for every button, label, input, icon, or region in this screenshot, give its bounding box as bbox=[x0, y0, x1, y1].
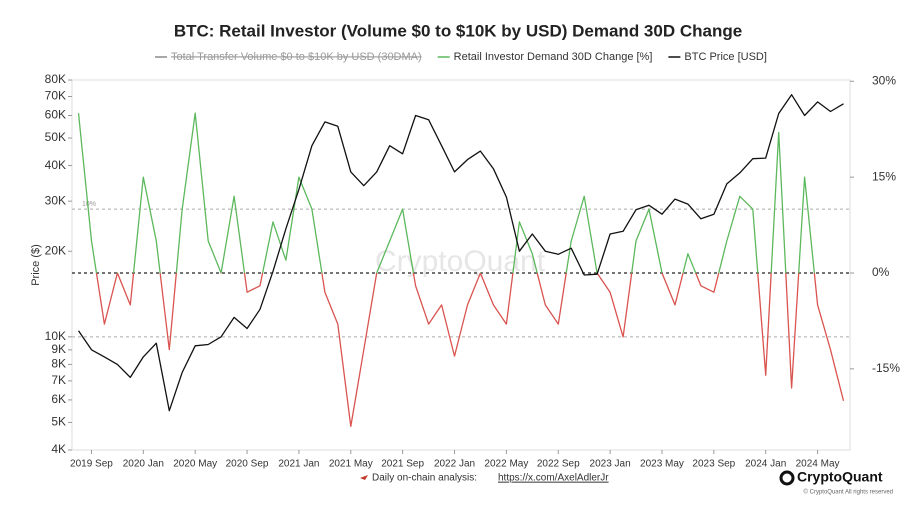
x-tick-label: 2022 Jan bbox=[434, 459, 475, 470]
x-tick-label: 2023 Sep bbox=[692, 459, 735, 470]
x-tick-label: 2020 Sep bbox=[226, 459, 269, 470]
x-tick-label: 2023 May bbox=[640, 459, 684, 470]
x-tick-label: 2021 Jan bbox=[278, 459, 319, 470]
y-tick-label: 8K bbox=[51, 357, 66, 371]
x-tick-label: 2024 May bbox=[796, 459, 840, 470]
y-tick-label: 4K bbox=[51, 442, 66, 456]
reference-label: 10% bbox=[82, 201, 96, 208]
y-tick-label: 30K bbox=[45, 193, 66, 207]
legend-label: BTC Price [USD] bbox=[684, 51, 767, 63]
y2-tick-label: 30% bbox=[872, 73, 896, 87]
y-tick-label: 50K bbox=[45, 130, 66, 144]
y2-tick-label: 15% bbox=[872, 169, 896, 183]
y-tick-label: 9K bbox=[51, 342, 66, 356]
y-tick-label: 20K bbox=[45, 243, 66, 257]
x-tick-label: 2021 Sep bbox=[381, 459, 424, 470]
footer-note: Daily on-chain analysis: bbox=[372, 473, 477, 484]
y-tick-label: 6K bbox=[51, 392, 66, 406]
footer-link[interactable]: https://x.com/AxelAdlerJr bbox=[498, 473, 609, 484]
x-tick-label: 2023 Jan bbox=[590, 459, 631, 470]
x-tick-label: 2021 May bbox=[329, 459, 373, 470]
y-tick-label: 10K bbox=[45, 329, 66, 343]
y2-tick-label: 0% bbox=[872, 265, 890, 279]
chart-title: BTC: Retail Investor (Volume $0 to $10K … bbox=[174, 21, 742, 40]
x-tick-label: 2024 Jan bbox=[745, 459, 786, 470]
copyright: © CryptoQuant All rights reserved bbox=[804, 489, 893, 496]
x-tick-label: 2020 Jan bbox=[123, 459, 164, 470]
x-tick-label: 2019 Sep bbox=[70, 459, 113, 470]
brand: CryptoQuant bbox=[797, 469, 883, 485]
x-tick-label: 2020 May bbox=[173, 459, 217, 470]
y2-tick-label: -15% bbox=[872, 361, 900, 375]
legend-label: Total Transfer Volume $0 to $10K by USD … bbox=[171, 51, 422, 63]
y-tick-label: 7K bbox=[51, 373, 66, 387]
plot-frame bbox=[71, 79, 851, 451]
y-tick-label: 60K bbox=[45, 108, 66, 122]
y-tick-label: 40K bbox=[45, 158, 66, 172]
brand-logo bbox=[779, 470, 795, 486]
y-tick-label: 5K bbox=[51, 415, 66, 429]
y-axis-label: Price ($) bbox=[30, 244, 42, 286]
series-line bbox=[77, 112, 845, 428]
note-icon bbox=[360, 475, 368, 480]
x-tick-label: 2022 May bbox=[484, 459, 528, 470]
y-tick-label: 70K bbox=[45, 89, 66, 103]
y-tick-label: 80K bbox=[45, 72, 66, 86]
x-tick-label: 2022 Sep bbox=[537, 459, 580, 470]
legend-label: Retail Investor Demand 30D Change [%] bbox=[454, 51, 653, 63]
series-line bbox=[77, 94, 844, 412]
